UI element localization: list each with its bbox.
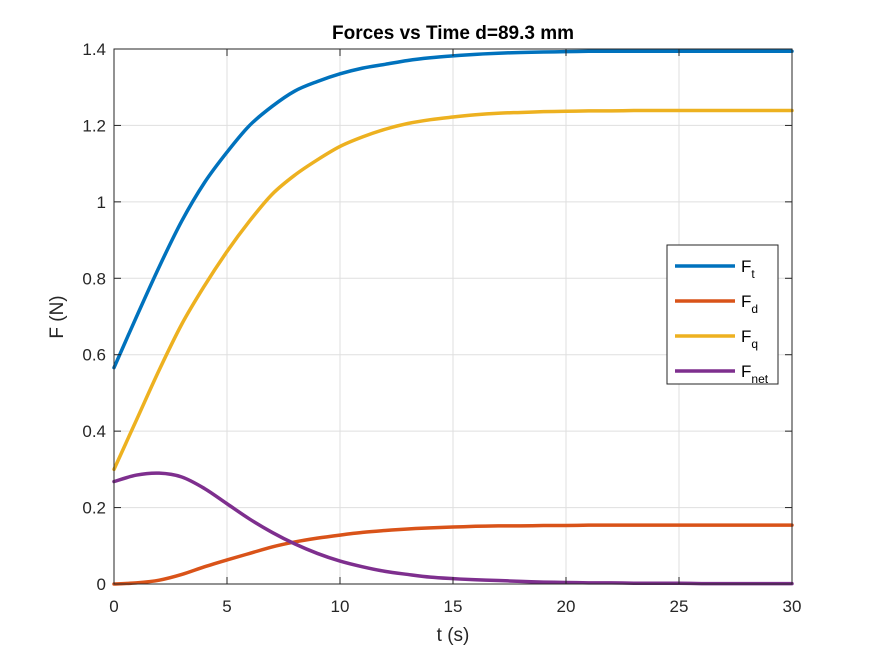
x-tick-label: 25	[670, 597, 689, 616]
legend-label-d: Fd	[741, 292, 758, 316]
x-tick-label: 15	[444, 597, 463, 616]
x-tick-label: 20	[557, 597, 576, 616]
legend-label-q: Fq	[741, 327, 758, 351]
legend-label-main: F	[741, 327, 751, 346]
x-tick-label: 30	[783, 597, 802, 616]
legend-label-subscript: d	[751, 302, 758, 316]
legend-label-t: Ft	[741, 257, 755, 281]
legend-label-subscript: t	[751, 267, 755, 281]
legend-label-main: F	[741, 257, 751, 276]
y-tick-label: 1.4	[82, 40, 106, 59]
series-line-d	[112, 523, 794, 586]
legend-label-net: Fnet	[741, 362, 769, 386]
legend-label-subscript: q	[751, 337, 758, 351]
y-tick-label: 1.2	[82, 116, 106, 135]
chart-title: Forces vs Time d=89.3 mm	[332, 23, 574, 44]
y-tick-label: 0.8	[82, 269, 106, 288]
legend-label-main: F	[741, 362, 751, 381]
y-tick-label: 0	[97, 575, 106, 594]
legend-label-subscript: net	[751, 372, 768, 386]
y-tick-label: 0.4	[82, 422, 106, 441]
series-line-q	[112, 108, 794, 472]
y-tick-label: 1	[97, 193, 106, 212]
x-tick-label: 0	[109, 597, 118, 616]
legend-label-main: F	[741, 292, 751, 311]
x-axis-label: t (s)	[437, 625, 470, 646]
x-tick-label: 5	[222, 597, 231, 616]
y-tick-label: 0.6	[82, 346, 106, 365]
y-tick-label: 0.2	[82, 499, 106, 518]
legend-box	[666, 244, 779, 385]
y-axis-label: F (N)	[47, 295, 68, 338]
axis-ticks: 0 5 10 15 20 25 30 0 0.2 0.4 0.6 0.8 1 1.2 1.4	[82, 40, 801, 616]
x-tick-label: 10	[331, 597, 350, 616]
